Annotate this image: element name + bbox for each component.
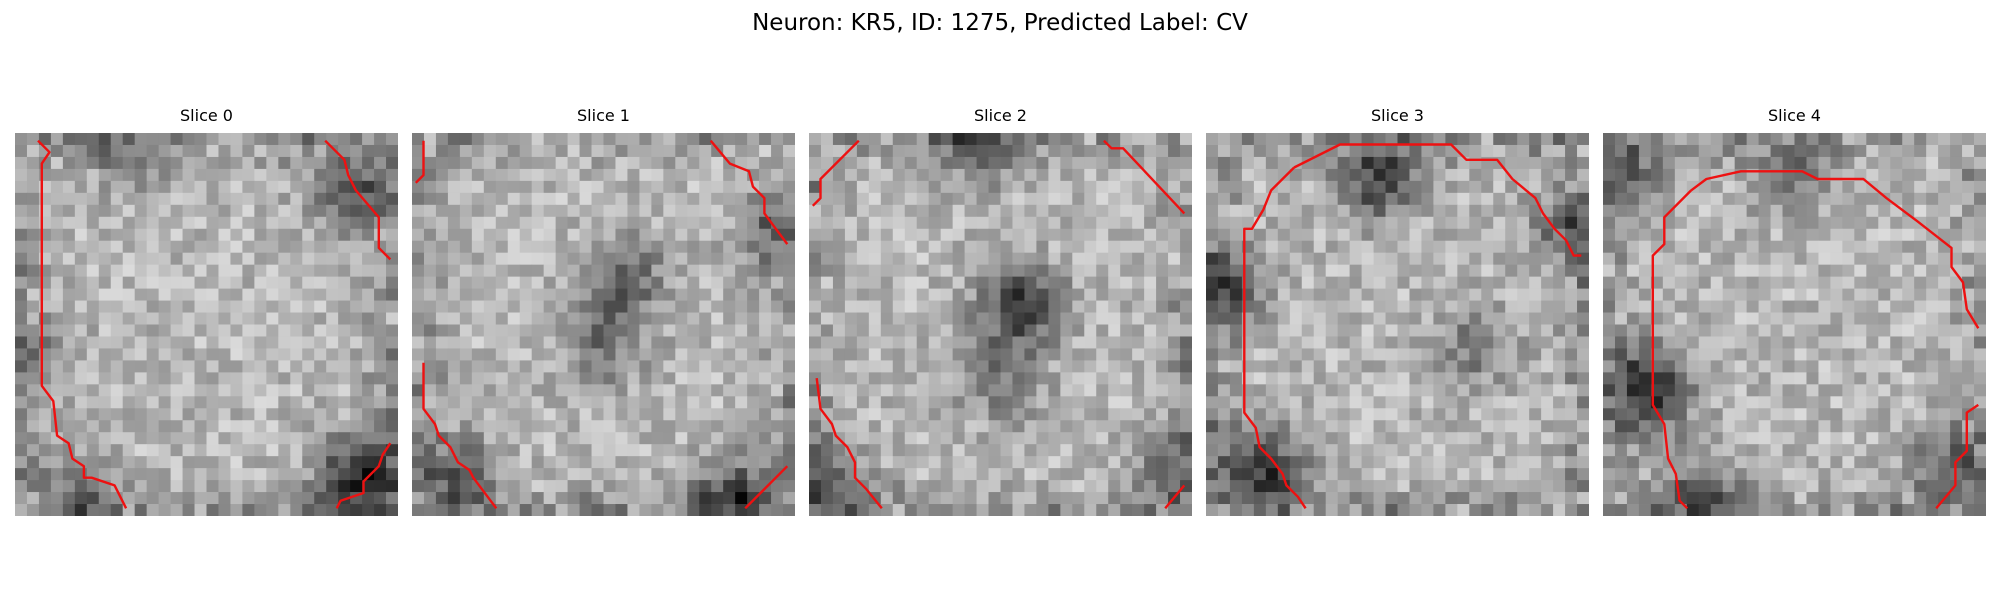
contour-line — [335, 442, 392, 509]
contour-line — [324, 139, 392, 261]
contour-line — [1243, 166, 1307, 509]
pixel-grid — [1603, 133, 1986, 516]
slice-image — [809, 133, 1192, 516]
contour-line — [1164, 484, 1186, 510]
slice-title: Slice 3 — [1371, 106, 1424, 125]
slice-image — [412, 133, 795, 516]
slice-title: Slice 2 — [974, 106, 1027, 125]
figure-title: Neuron: KR5, ID: 1275, Predicted Label: … — [752, 10, 1248, 36]
slice-title: Slice 1 — [577, 106, 630, 125]
slice-title: Slice 0 — [180, 106, 233, 125]
slice-title: Slice 4 — [1768, 106, 1821, 125]
slice-image — [1206, 133, 1589, 516]
contour-line — [709, 139, 789, 245]
contour-line — [1651, 189, 1692, 510]
contour-line — [1103, 139, 1186, 215]
pixel-grid — [412, 133, 795, 516]
pixel-grid — [1206, 133, 1589, 516]
contour-line — [815, 377, 883, 510]
contour-line — [414, 140, 425, 184]
slice-image — [1603, 133, 1986, 516]
pixel-grid — [809, 133, 1192, 516]
contour-line — [1293, 143, 1582, 257]
pixel-grid — [15, 133, 398, 516]
contour-line — [1690, 170, 1980, 329]
contour-line — [1935, 403, 1979, 510]
contour-line — [37, 139, 128, 509]
contour-line — [811, 139, 860, 207]
contour-line — [422, 362, 498, 510]
contour-line — [744, 465, 789, 510]
slice-image — [15, 133, 398, 516]
